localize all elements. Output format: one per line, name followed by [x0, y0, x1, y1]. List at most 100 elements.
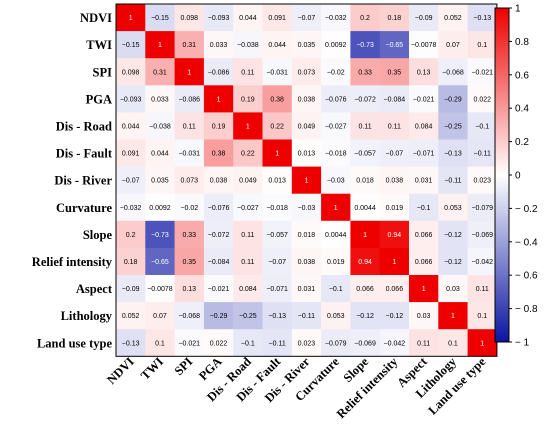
colorbar-tick-label: − 0.4	[515, 237, 538, 248]
heatmap-cell-value: −0.076	[325, 96, 347, 103]
heatmap-cell	[321, 31, 351, 59]
heatmap-cell	[321, 302, 351, 330]
heatmap-cell	[174, 31, 205, 59]
heatmap-cell-value: 1	[304, 178, 308, 185]
heatmap-cell-value: −0.73	[356, 42, 374, 49]
heatmap-cell-value: 1	[480, 340, 484, 347]
heatmap-cell-value: 1	[392, 259, 396, 266]
heatmap-cell-value: 1	[275, 151, 279, 158]
heatmap-cell	[291, 4, 322, 32]
heatmap-cell	[350, 329, 380, 357]
heatmap-cell-value: 0.038	[386, 178, 404, 185]
colorbar-tick-label: − 0.2	[515, 204, 538, 215]
heatmap-cell-value: 0.023	[473, 178, 491, 185]
heatmap-cell-value: 0.091	[268, 15, 286, 22]
heatmap-cell-value: 1	[246, 123, 250, 130]
heatmap-cell	[203, 112, 234, 140]
heatmap-cell-value: 1	[451, 313, 455, 320]
heatmap-cell	[350, 193, 380, 222]
heatmap-cell-value: −0.29	[210, 313, 228, 320]
heatmap-cell	[291, 329, 322, 357]
heatmap-cell-value: −0.11	[474, 151, 491, 158]
heatmap-cell	[438, 247, 468, 276]
heatmap-cell	[233, 31, 263, 59]
heatmap-cell	[291, 166, 322, 194]
heatmap-cell	[145, 166, 175, 194]
heatmap-cell	[379, 166, 410, 194]
heatmap-cell-value: −0.084	[208, 259, 230, 266]
heatmap-cell-value: 0.031	[298, 286, 316, 293]
heatmap-cell-value: 1	[334, 205, 338, 212]
heatmap-cell-value: −0.071	[413, 151, 435, 158]
heatmap-cell	[174, 193, 205, 222]
heatmap-cell	[379, 112, 410, 140]
heatmap-cell-value: −0.0078	[147, 286, 173, 293]
heatmap-cell	[438, 31, 468, 59]
heatmap-cell	[203, 58, 234, 86]
heatmap-cell-value: −0.069	[354, 340, 376, 347]
heatmap-cell-value: −0.057	[266, 232, 288, 239]
heatmap-cell-value: 0.11	[388, 123, 401, 130]
heatmap-cell-value: 0.03	[446, 286, 460, 293]
heatmap-cell	[350, 139, 380, 167]
heatmap-cell	[350, 85, 380, 113]
heatmap-cell	[116, 139, 146, 167]
heatmap-cell	[291, 139, 322, 167]
heatmap-cell	[262, 139, 293, 167]
heatmap-cell	[291, 275, 322, 303]
heatmap-cell-value: 0.19	[241, 96, 255, 103]
heatmap-cell	[262, 275, 293, 303]
heatmap-cell-value: 0.13	[182, 286, 196, 293]
row-label: Slope	[83, 228, 113, 242]
heatmap-cell	[262, 85, 293, 113]
heatmap-cell	[174, 58, 205, 86]
heatmap-cell-value: 0.098	[122, 69, 140, 76]
heatmap-cell-value: 0.0092	[149, 205, 171, 212]
heatmap-cell	[145, 302, 175, 330]
heatmap-cell-value: −0.13	[122, 340, 140, 347]
heatmap-cell-value: 0.022	[473, 96, 491, 103]
heatmap-cell-value: 0.11	[476, 286, 489, 293]
heatmap-cell-value: −0.73	[151, 232, 169, 239]
heatmap-cell	[321, 220, 351, 249]
heatmap-cell	[233, 58, 263, 86]
heatmap-cell-value: −0.1	[417, 205, 431, 212]
heatmap-cell-value: 0.066	[356, 286, 374, 293]
heatmap-cell	[438, 193, 468, 222]
heatmap-cell-value: −0.11	[269, 340, 286, 347]
heatmap-cell-value: −0.25	[444, 123, 462, 130]
heatmap-cell	[379, 220, 410, 249]
heatmap-cell-value: −0.15	[151, 15, 169, 22]
heatmap-cell	[116, 275, 146, 303]
heatmap-cell-value: 0.33	[182, 232, 196, 239]
heatmap-cell	[203, 220, 234, 249]
row-label: Dis - Road	[56, 119, 112, 133]
heatmap-cell	[203, 275, 234, 303]
heatmap-cell	[116, 31, 146, 59]
heatmap-cell	[350, 112, 380, 140]
heatmap-cell	[262, 302, 293, 330]
heatmap-cell-value: −0.018	[266, 205, 288, 212]
heatmap-cell	[467, 193, 498, 222]
heatmap-cell	[203, 302, 234, 330]
heatmap-cell-value: −0.018	[325, 151, 347, 158]
heatmap-cell-value: 0.13	[417, 69, 431, 76]
heatmap-cell-value: 0.94	[388, 232, 402, 239]
heatmap-cell-value: 0.023	[298, 340, 316, 347]
heatmap-cell	[467, 139, 498, 167]
heatmap-cell-value: 0.022	[210, 340, 228, 347]
heatmap-cell-value: 0.019	[386, 205, 404, 212]
heatmap-cell-value: 0.38	[212, 151, 226, 158]
heatmap-cell-value: 0.035	[151, 178, 169, 185]
heatmap-cell-value: 0.1	[477, 313, 487, 320]
heatmap-cell	[467, 302, 498, 330]
colorbar-tick-label: 0.6	[515, 70, 529, 81]
heatmap-cell	[233, 193, 263, 222]
row-label: Curvature	[56, 201, 112, 215]
heatmap-cell-value: 1	[158, 42, 162, 49]
heatmap-cell	[438, 4, 468, 32]
heatmap-cell	[116, 247, 146, 276]
heatmap-cell-value: 0.0044	[325, 232, 347, 239]
heatmap-cell	[379, 139, 410, 167]
